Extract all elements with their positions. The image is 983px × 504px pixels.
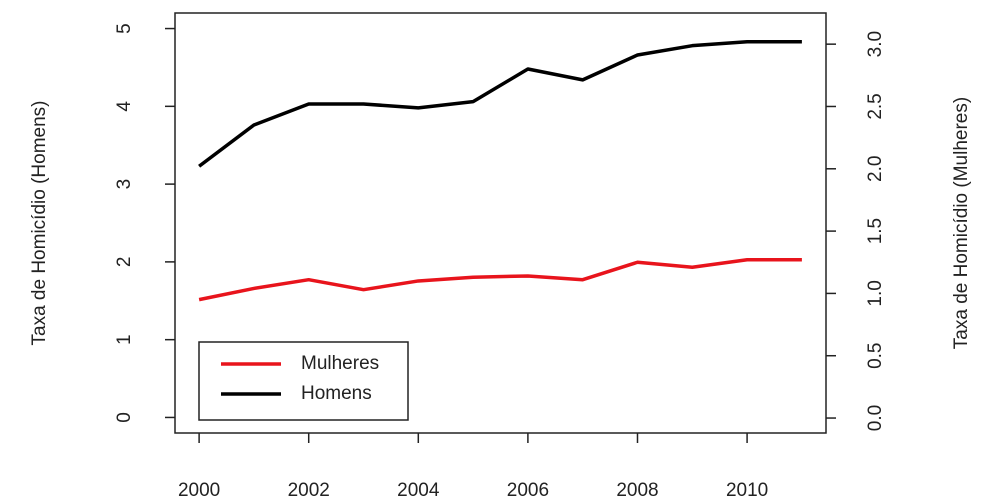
legend: Mulheres Homens: [198, 341, 409, 421]
y2-tick-label: 0.0: [865, 405, 886, 431]
legend-box: [198, 341, 409, 421]
y2-tick-label: 1.5: [865, 218, 886, 244]
y-tick-label: 0: [114, 412, 135, 423]
legend-label: Mulheres: [301, 353, 379, 374]
plot-frame: [174, 12, 827, 434]
x-tick-label: 2000: [178, 480, 220, 501]
x-tick-label: 2008: [616, 480, 658, 501]
series-line: [198, 40, 802, 168]
y-axis-title: Taxa de Homicídio (Homens): [29, 101, 50, 346]
y-tick-label: 1: [114, 334, 135, 345]
x-tick-label: 2004: [397, 480, 440, 501]
x-tick-label: 2002: [288, 480, 330, 501]
y2-tick-label: 1.0: [865, 280, 886, 306]
y-tick-label: 2: [114, 257, 135, 268]
y2-tick-label: 3.0: [865, 31, 886, 57]
y2-tick-label: 0.5: [865, 343, 886, 369]
x-tick-label: 2006: [507, 480, 549, 501]
y2-tick-label: 2.5: [865, 93, 886, 119]
y2-tick-label: 2.0: [865, 156, 886, 182]
series-line: [198, 258, 802, 302]
x-tick-label: 2010: [726, 480, 768, 501]
y-tick-label: 5: [114, 23, 135, 34]
legend-label: Homens: [301, 383, 372, 404]
y2-axis-title: Taxa de Homicídio (Mulheres): [951, 97, 972, 349]
y-tick-label: 4: [114, 101, 135, 112]
y-tick-label: 3: [114, 179, 135, 190]
